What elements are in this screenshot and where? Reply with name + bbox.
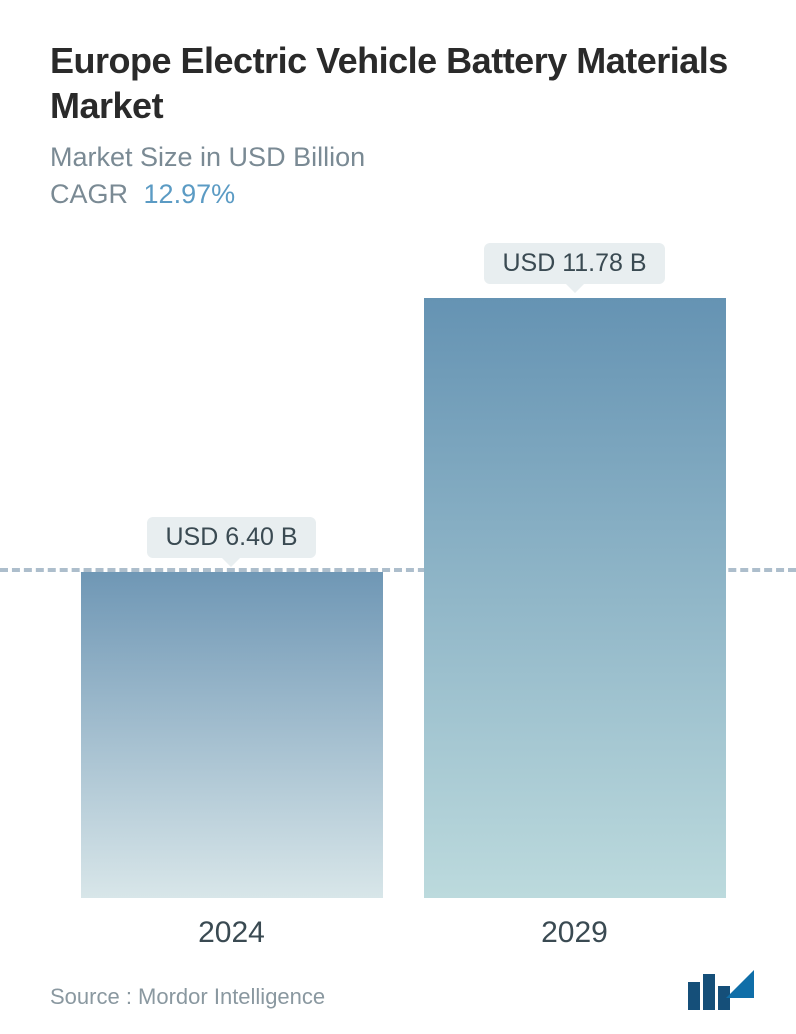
bar-value-label: USD 6.40 B xyxy=(147,517,315,558)
x-label-2029: 2029 xyxy=(424,916,726,950)
x-axis-labels: 2024 2029 xyxy=(50,898,756,950)
footer: Source : Mordor Intelligence xyxy=(50,968,756,1010)
source-text: Source : Mordor Intelligence xyxy=(50,984,325,1010)
chart-title: Europe Electric Vehicle Battery Material… xyxy=(50,38,756,128)
chart-container: Europe Electric Vehicle Battery Material… xyxy=(0,0,796,1034)
cagr-row: CAGR 12.97% xyxy=(50,179,756,210)
bar-value-label: USD 11.78 B xyxy=(484,243,664,284)
brand-logo-icon xyxy=(686,968,756,1010)
x-label-2024: 2024 xyxy=(81,916,383,950)
cagr-label: CAGR xyxy=(50,179,128,209)
cagr-value: 12.97% xyxy=(144,179,236,209)
chart-area: USD 6.40 B USD 11.78 B xyxy=(50,238,756,898)
bar-2029 xyxy=(424,298,726,898)
bar-2024 xyxy=(81,572,383,898)
bar-wrap-2024: USD 6.40 B xyxy=(81,517,383,898)
chart-subtitle: Market Size in USD Billion xyxy=(50,142,756,173)
bar-wrap-2029: USD 11.78 B xyxy=(424,243,726,898)
